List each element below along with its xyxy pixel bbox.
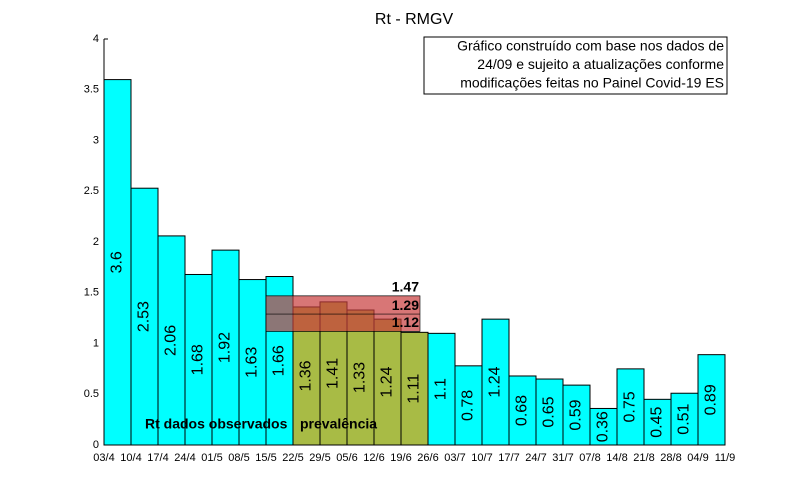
data-label: 0.75	[622, 391, 639, 422]
x-tick-label: 28/8	[660, 452, 681, 464]
bar	[157, 235, 186, 446]
x-tick-label: 10/7	[471, 452, 492, 464]
x-tick-label: 12/6	[363, 452, 384, 464]
bar	[103, 79, 132, 446]
y-tick-label: 1.5	[84, 287, 99, 299]
x-tick-label: 10/4	[120, 452, 141, 464]
bar	[481, 318, 510, 446]
bar	[184, 273, 213, 446]
bar	[643, 398, 672, 446]
x-tick-label: 26/6	[417, 452, 438, 464]
band	[265, 295, 421, 332]
x-tick-label: 24/7	[525, 452, 546, 464]
y-tick-label: 0.5	[84, 388, 99, 400]
x-tick-label: 14/8	[606, 452, 627, 464]
x-tick-label: 21/8	[633, 452, 654, 464]
bar	[427, 332, 456, 446]
bar	[697, 354, 726, 446]
y-tick-label: 1	[93, 337, 99, 349]
data-label: 1.11	[406, 374, 423, 404]
data-label: 2.53	[136, 301, 153, 332]
x-tick-label: 17/4	[147, 452, 168, 464]
data-label: 1.36	[298, 360, 315, 391]
bar	[400, 331, 429, 446]
data-label: 1.24	[379, 366, 396, 397]
x-tick-label: 31/7	[552, 452, 573, 464]
y-tick-label: 0	[93, 439, 99, 451]
x-tick-label: 19/6	[390, 452, 411, 464]
data-label: 1.33	[352, 362, 369, 393]
x-tick-label: 29/5	[309, 452, 330, 464]
data-label: 0.89	[703, 384, 720, 415]
x-tick-label: 03/7	[444, 452, 465, 464]
data-label: 1.24	[487, 366, 504, 397]
data-label: 1.63	[244, 347, 261, 378]
data-label: 0.59	[568, 399, 585, 430]
band-label: 1.29	[392, 297, 419, 313]
data-label: 1.1	[433, 378, 450, 400]
x-tick-label: 24/4	[174, 452, 195, 464]
y-tick-label: 4	[93, 33, 99, 45]
data-label: 0.78	[460, 390, 477, 421]
bar	[211, 249, 240, 446]
x-tick-label: 07/8	[579, 452, 600, 464]
data-label: 1.92	[217, 332, 234, 363]
data-label: 1.66	[271, 345, 288, 376]
annotation-line: Gráfico construído com base nos dados de	[457, 38, 724, 54]
y-tick-label: 2.5	[84, 185, 99, 197]
x-tick-label: 11/9	[715, 452, 736, 464]
bar	[589, 407, 618, 446]
annotation-line: modificações feitas no Painel Covid-19 E…	[460, 75, 724, 91]
x-tick-label: 01/5	[201, 452, 222, 464]
data-label: 0.68	[514, 395, 531, 426]
data-label: 0.65	[541, 396, 558, 427]
x-tick-label: 15/5	[255, 452, 276, 464]
x-tick-label: 08/5	[228, 452, 249, 464]
bar	[508, 375, 537, 446]
legend-label: Rt dados observados	[145, 416, 288, 432]
data-label: 1.68	[190, 344, 207, 375]
legend-label: prevalência	[300, 416, 377, 432]
x-tick-label: 22/5	[282, 452, 303, 464]
data-label: 1.41	[325, 358, 342, 389]
band-label: 1.12	[392, 314, 419, 330]
y-tick-label: 2	[93, 236, 99, 248]
data-label: 0.51	[676, 403, 693, 434]
bar	[346, 309, 375, 446]
annotation-line: 24/09 e sujeito a atualizações conforme	[477, 56, 724, 72]
band-label: 1.47	[392, 278, 419, 294]
x-tick-label: 17/7	[498, 452, 519, 464]
data-label: 2.06	[163, 325, 180, 356]
x-tick-label: 03/4	[93, 452, 114, 464]
bar	[616, 368, 645, 446]
y-tick-label: 3	[93, 134, 99, 146]
bar	[454, 365, 483, 446]
annotation-box	[423, 36, 728, 95]
x-tick-label: 04/9	[687, 452, 708, 464]
y-tick-label: 3.5	[84, 84, 99, 96]
data-label: 0.45	[649, 406, 666, 437]
data-label: 3.6	[109, 251, 126, 273]
data-label: 0.36	[595, 411, 612, 442]
x-tick-label: 05/6	[336, 452, 357, 464]
chart-title: Rt - RMGV	[375, 11, 454, 28]
bar	[535, 378, 564, 446]
